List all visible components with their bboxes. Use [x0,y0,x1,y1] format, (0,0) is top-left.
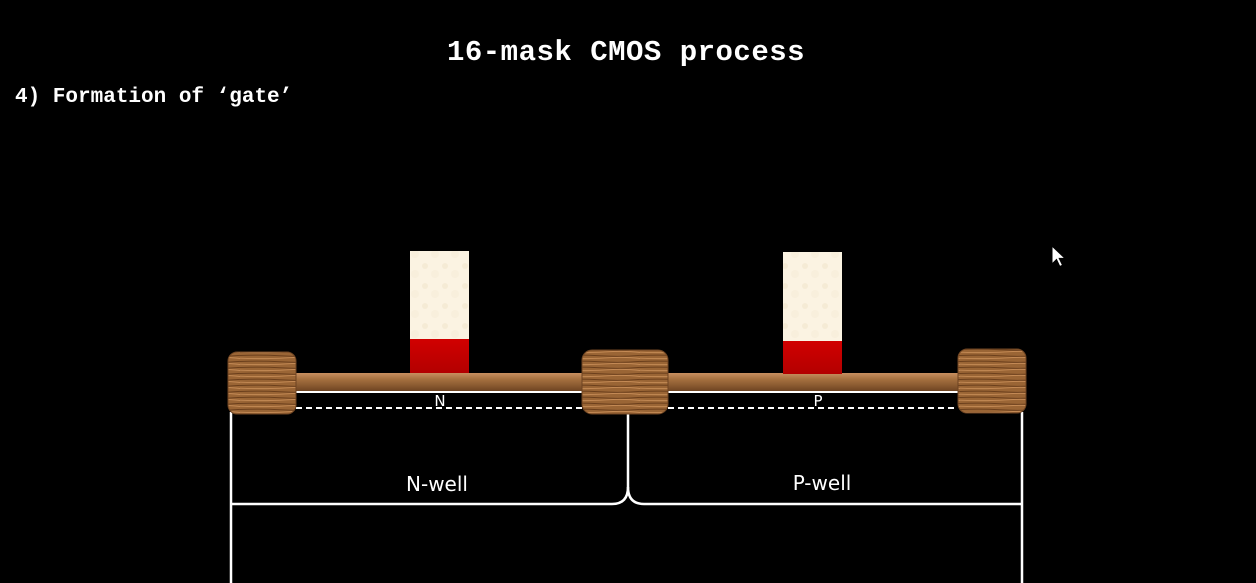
polysilicon-gate [783,252,842,341]
field-oxide-middle [581,349,669,415]
gate-oxide [783,341,842,374]
p-well-label: P-well [793,471,852,495]
step-heading: 4) Formation of ‘gate’ [15,86,293,109]
field-oxide-left [227,351,297,415]
polysilicon-gate [410,251,469,339]
gate-stack-nmos [410,251,469,373]
mouse-pointer-icon [1051,244,1067,268]
n-diffusion-region [296,391,584,409]
gate-stack-pmos [783,252,842,374]
n-well-label: N-well [406,472,468,496]
gate-oxide [410,339,469,373]
well-outline [229,412,1024,583]
field-oxide-right [957,348,1027,414]
p-diffusion-region [668,391,958,409]
slide-title: 16-mask CMOS process [446,36,806,69]
p-diffusion-label: P [813,392,822,410]
n-diffusion-label: N [434,392,445,410]
